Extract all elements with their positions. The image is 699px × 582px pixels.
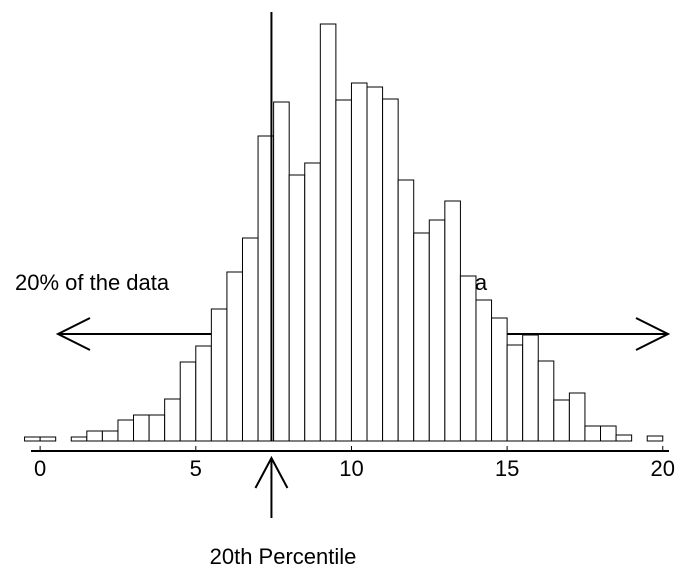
bar	[428, 219, 446, 442]
bar	[646, 435, 664, 442]
bar	[304, 162, 321, 442]
bar	[615, 434, 633, 442]
bar	[584, 425, 602, 442]
bar	[210, 308, 228, 442]
bar	[506, 344, 524, 442]
bar	[319, 23, 337, 442]
bar	[350, 82, 368, 442]
bar	[24, 436, 41, 442]
x-tick-label: 5	[190, 456, 202, 481]
bar	[101, 430, 119, 442]
bar	[459, 275, 477, 442]
x-tick-label: 10	[339, 456, 363, 481]
bar	[444, 200, 461, 442]
annotation: 20% of the data	[15, 270, 170, 295]
percentile-arrowhead	[254, 455, 289, 489]
bar	[179, 361, 197, 442]
bar	[600, 425, 617, 442]
bar	[273, 101, 290, 442]
bar	[195, 345, 212, 442]
x-tick-label: 0	[34, 456, 46, 481]
bar	[133, 414, 150, 442]
bar	[568, 392, 586, 442]
bar	[241, 237, 259, 442]
bar	[522, 334, 539, 442]
bar	[537, 360, 555, 442]
bar	[335, 99, 352, 442]
x-tick-label: 20	[651, 456, 675, 481]
bar	[288, 174, 306, 442]
bar	[164, 398, 181, 442]
bar	[70, 436, 88, 442]
percentile-label: 20th Percentile	[210, 544, 357, 569]
bar	[117, 419, 135, 442]
bar	[491, 317, 508, 442]
bar	[226, 271, 243, 442]
bar	[553, 399, 570, 442]
bar	[86, 430, 103, 442]
x-tick-label: 15	[495, 456, 519, 481]
bar	[413, 232, 430, 442]
bar	[397, 179, 415, 442]
bar	[39, 436, 57, 442]
bar	[475, 299, 493, 442]
bar	[366, 86, 384, 442]
bar	[382, 98, 399, 442]
bar	[148, 414, 166, 442]
